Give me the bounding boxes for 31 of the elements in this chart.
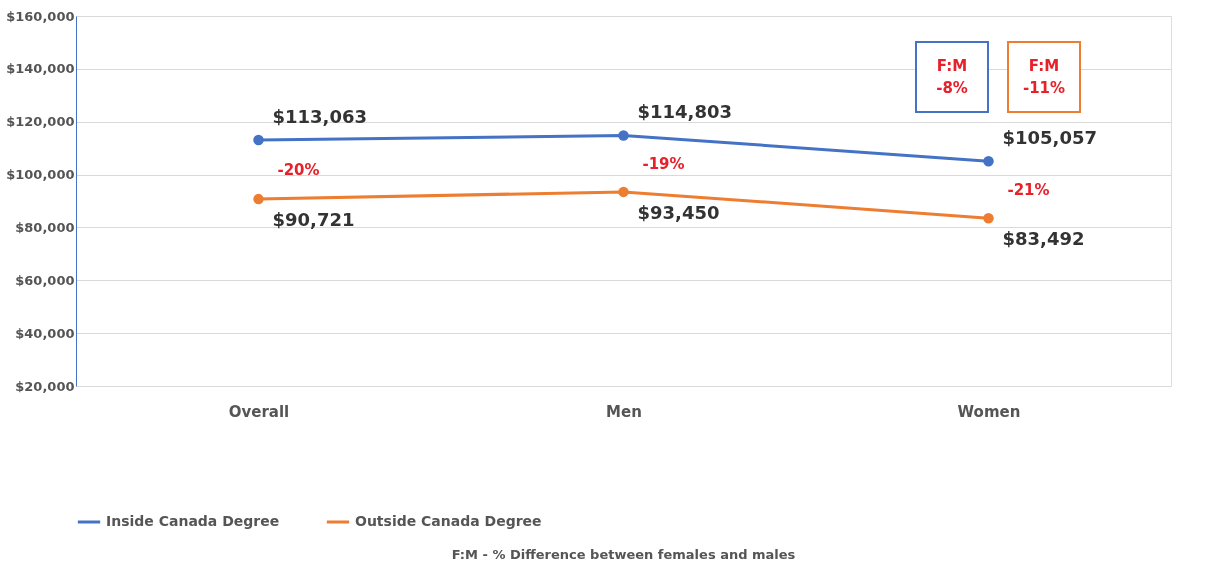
legend-label: Inside Canada Degree (106, 513, 280, 529)
point (618, 130, 629, 141)
point (983, 155, 994, 167)
annotation: F:M -11% (1022, 57, 1066, 97)
data-label: $113,063 (272, 106, 368, 128)
point (253, 134, 264, 146)
point (253, 193, 264, 205)
data-label: $90,721 (272, 209, 355, 231)
y-tick-label: $20,000 (15, 378, 75, 394)
data-label: $83,492 (1002, 228, 1085, 250)
point (618, 186, 629, 198)
y-tick-label: $40,000 (15, 325, 75, 341)
data-label: $105,057 (1002, 127, 1098, 149)
y-tick-label: $120,000 (6, 114, 75, 130)
y-tick-label: $80,000 (15, 219, 75, 235)
x-tick-label: Women (957, 402, 1021, 421)
y-tick-label: $100,000 (6, 167, 75, 183)
legend-label: Outside Canada Degree (355, 513, 542, 529)
annotation: F:M -8% (936, 57, 968, 97)
data-label: $93,450 (637, 201, 720, 223)
annotation: -21% (1007, 180, 1050, 199)
text: F:M - % Difference between females and males (451, 547, 796, 562)
annotation: -19% (642, 154, 685, 173)
x-tick-label: Men (606, 402, 642, 421)
annotation: -20% (277, 160, 320, 179)
y-tick-label: $160,000 (6, 8, 75, 24)
point (983, 212, 994, 224)
x-tick-label: Overall (228, 402, 290, 421)
y-tick-label: $140,000 (6, 61, 75, 77)
data-label: $114,803 (637, 101, 733, 123)
y-tick-label: $60,000 (15, 272, 75, 288)
